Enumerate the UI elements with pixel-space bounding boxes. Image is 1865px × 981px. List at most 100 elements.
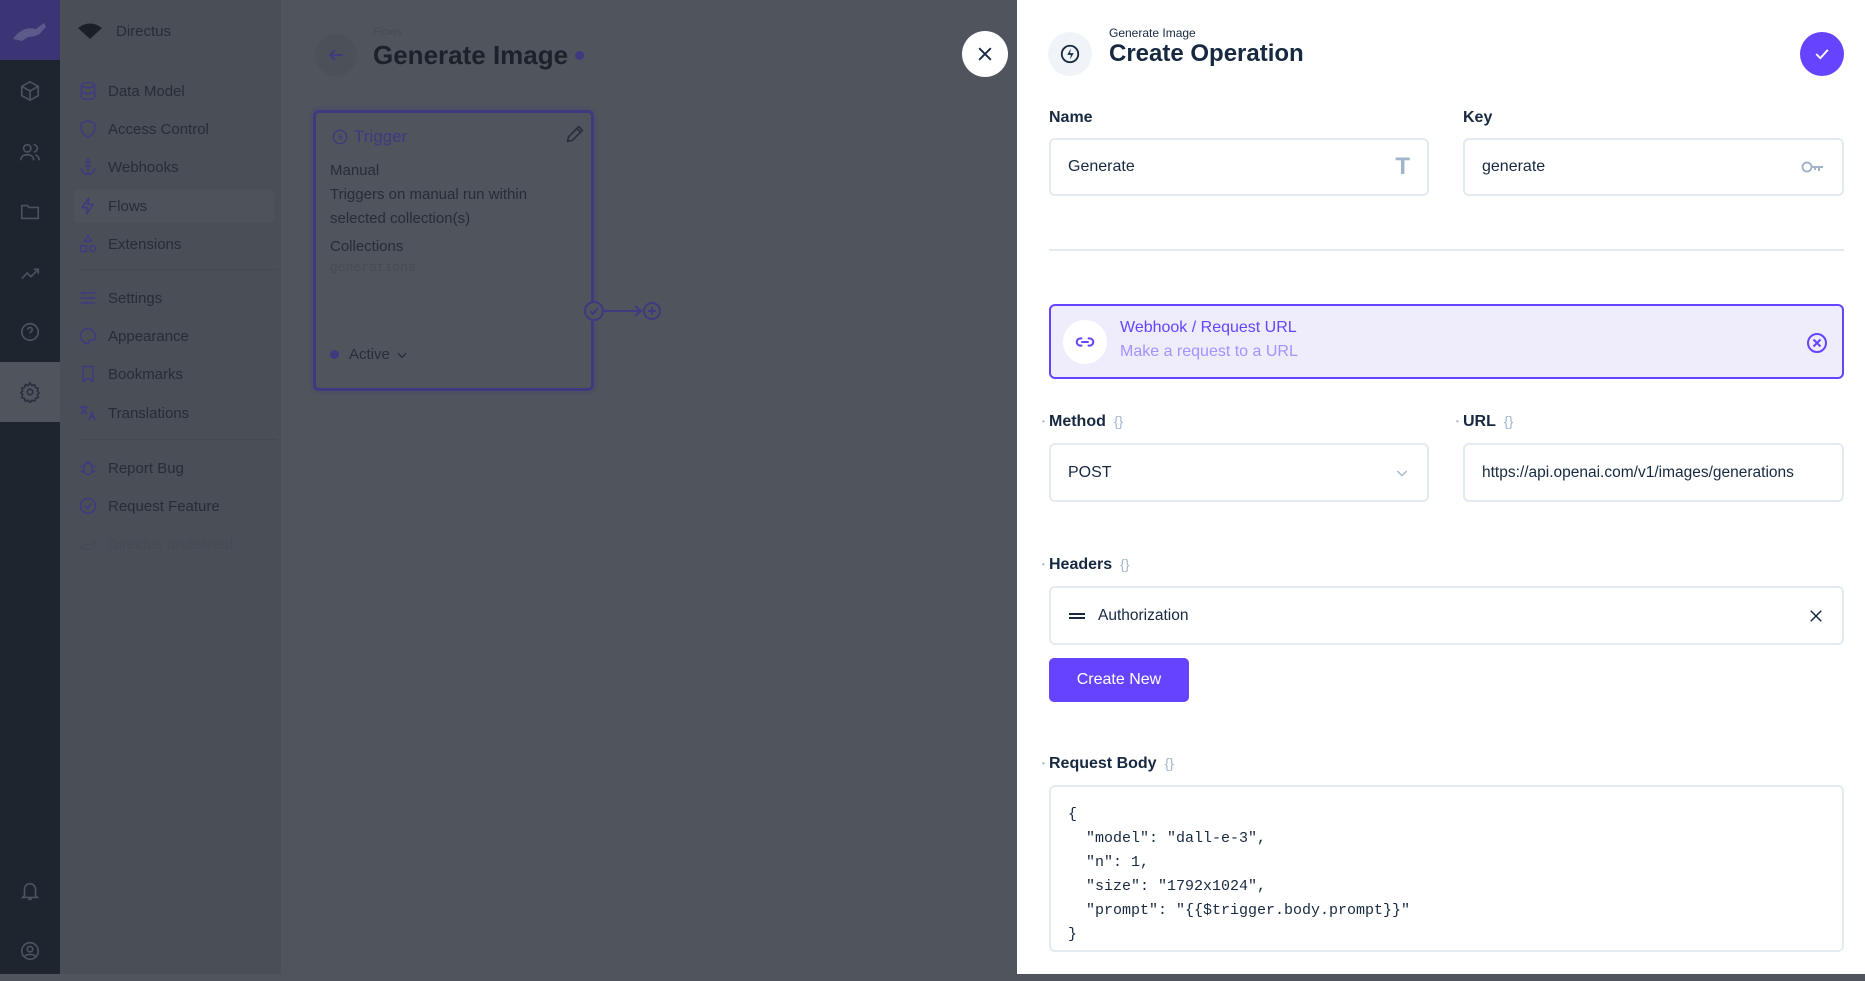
- sidebar-item-webhooks[interactable]: Webhooks: [74, 150, 274, 184]
- breadcrumb[interactable]: Flows: [373, 26, 402, 38]
- back-button[interactable]: [315, 34, 357, 76]
- text-type-icon: T: [1395, 153, 1410, 180]
- sidebar-item-bookmarks[interactable]: Bookmarks: [74, 357, 274, 391]
- collections-value: generations: [330, 260, 416, 275]
- sidebar-item-translations[interactable]: Translations: [74, 396, 274, 430]
- help-module-icon[interactable]: [0, 302, 60, 362]
- navigation-sidebar: Directus Data Model Access Control Webho…: [60, 0, 281, 974]
- sidebar-item-request-feature[interactable]: Request Feature: [74, 489, 274, 523]
- check-icon: [1815, 49, 1829, 60]
- nav-label: Bookmarks: [108, 365, 184, 383]
- close-drawer-button[interactable]: [962, 31, 1008, 77]
- sidebar-item-flows[interactable]: Flows: [74, 189, 274, 223]
- method-label-text: Method: [1049, 413, 1106, 430]
- request-body-editor[interactable]: { "model": "dall-e-3", "n": 1, "size": "…: [1049, 785, 1844, 952]
- nav-label: Data Model: [108, 82, 185, 100]
- add-operation-icon: [643, 302, 661, 320]
- key-value: generate: [1482, 158, 1546, 175]
- arrow-right-icon: [603, 305, 643, 317]
- code-line: "model": "dall-e-3",: [1068, 830, 1267, 847]
- trigger-type: Manual: [330, 162, 380, 179]
- request-body-label: Request Body {}: [1042, 755, 1174, 773]
- sidebar-item-access-control[interactable]: Access Control: [74, 112, 274, 146]
- translate-icon: [79, 405, 97, 421]
- sidebar-divider: [82, 439, 277, 440]
- raw-value-braces-icon[interactable]: {}: [1120, 556, 1130, 572]
- raw-value-braces-icon[interactable]: {}: [1503, 413, 1514, 429]
- operation-type-card[interactable]: Webhook / Request URL Make a request to …: [1049, 304, 1844, 379]
- connector: [584, 301, 661, 321]
- project-switcher[interactable]: Directus: [78, 18, 171, 44]
- request-body-label-text: Request Body: [1049, 755, 1157, 772]
- chevron-down-icon: [1396, 470, 1408, 477]
- settings-module-icon[interactable]: [0, 362, 60, 422]
- bookmark-icon: [82, 365, 94, 383]
- method-select[interactable]: POST: [1049, 443, 1429, 502]
- deselect-circle-x-icon[interactable]: [1805, 331, 1829, 355]
- close-icon: [978, 47, 992, 61]
- operation-description: Make a request to a URL: [1120, 343, 1298, 360]
- database-icon: [80, 81, 96, 101]
- nav-label: Webhooks: [108, 158, 179, 176]
- divider: [1049, 249, 1844, 251]
- code-line: "size": "1792x1024",: [1068, 878, 1267, 895]
- sidebar-item-settings[interactable]: Settings: [74, 281, 274, 315]
- name-input[interactable]: Generate T: [1049, 138, 1429, 196]
- nav-label: Access Control: [108, 120, 209, 138]
- drawer-title: Create Operation: [1109, 40, 1304, 67]
- header-list-item[interactable]: Authorization: [1049, 586, 1844, 645]
- shield-icon: [80, 119, 96, 139]
- name-label: Name: [1049, 109, 1093, 126]
- sidebar-item-data-model[interactable]: Data Model: [74, 74, 274, 108]
- users-module-icon[interactable]: [0, 122, 60, 182]
- code-line: "prompt": "{{$trigger.body.prompt}}": [1068, 902, 1411, 919]
- header-item-label: Authorization: [1098, 606, 1189, 624]
- link-icon: [1075, 337, 1095, 347]
- directus-logo[interactable]: [0, 0, 60, 60]
- trigger-panel[interactable]: Trigger Manual Triggers on manual run wi…: [313, 110, 594, 391]
- sidebar-item-appearance[interactable]: Appearance: [74, 319, 274, 353]
- nav-label: Appearance: [108, 327, 189, 345]
- status-dropdown[interactable]: Active: [330, 346, 409, 363]
- drag-handle-icon[interactable]: [1068, 610, 1086, 622]
- page-title: Generate Image: [373, 40, 569, 70]
- files-module-icon[interactable]: [0, 182, 60, 242]
- link-icon-wrap: [1063, 320, 1107, 364]
- raw-value-braces-icon[interactable]: {}: [1164, 755, 1174, 771]
- key-input[interactable]: generate: [1463, 138, 1844, 196]
- raw-value-braces-icon[interactable]: {}: [1113, 413, 1124, 429]
- url-label-text: URL: [1463, 413, 1496, 430]
- name-value: Generate: [1068, 158, 1135, 175]
- key-label: Key: [1463, 109, 1493, 126]
- palette-icon: [79, 327, 97, 345]
- create-new-button[interactable]: Create New: [1049, 658, 1189, 702]
- sidebar-item-report-bug[interactable]: Report Bug: [74, 451, 274, 485]
- nav-label: Request Feature: [108, 497, 220, 515]
- flow-canvas: Flows Generate Image Trigger Manual Trig…: [281, 0, 1017, 974]
- url-value: https://api.openai.com/v1/images/generat…: [1482, 463, 1794, 481]
- nav-label: Report Bug: [108, 459, 184, 477]
- anchor-icon: [80, 158, 96, 176]
- save-button[interactable]: [1800, 32, 1844, 76]
- bug-icon: [80, 460, 96, 476]
- content-module-icon[interactable]: [0, 61, 60, 121]
- edit-pencil-icon[interactable]: [564, 123, 586, 145]
- user-avatar-icon[interactable]: [0, 921, 60, 981]
- trigger-title-text: Trigger: [354, 127, 408, 146]
- method-label: Method {}: [1042, 413, 1124, 431]
- url-label: URL {}: [1456, 413, 1514, 431]
- headers-label-text: Headers: [1049, 556, 1113, 573]
- sidebar-item-extensions[interactable]: Extensions: [74, 227, 274, 261]
- close-icon[interactable]: [1807, 607, 1825, 625]
- method-value: POST: [1068, 463, 1112, 481]
- code-line: {: [1068, 806, 1078, 823]
- url-input[interactable]: https://api.openai.com/v1/images/generat…: [1463, 443, 1844, 502]
- trigger-title: Trigger: [332, 127, 407, 147]
- code-line: "n": 1,: [1068, 854, 1150, 871]
- headers-label: Headers {}: [1042, 556, 1130, 574]
- resolve-check-icon: [584, 301, 604, 321]
- notifications-bell-icon[interactable]: [0, 861, 60, 921]
- unsaved-dot: [575, 51, 585, 60]
- insights-module-icon[interactable]: [0, 243, 60, 303]
- rabbit-logo-icon: [13, 23, 46, 41]
